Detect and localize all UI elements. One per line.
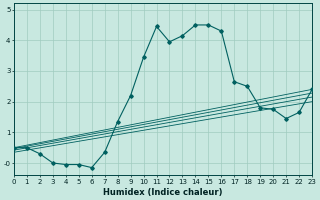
X-axis label: Humidex (Indice chaleur): Humidex (Indice chaleur) (103, 188, 223, 197)
